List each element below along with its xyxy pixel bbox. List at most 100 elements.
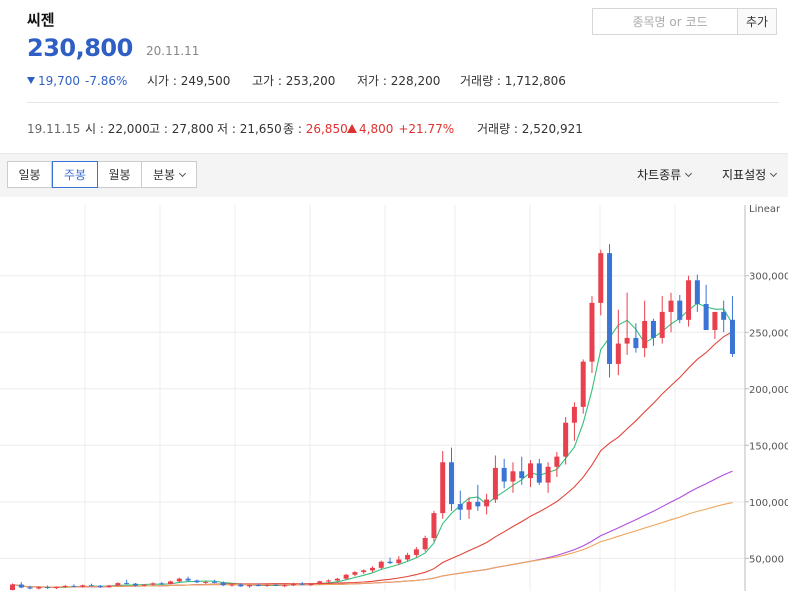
candle[interactable] [668,292,674,333]
candle[interactable] [352,571,358,577]
candle[interactable] [343,573,349,580]
candle[interactable] [405,552,411,562]
candle[interactable] [703,284,709,331]
candle[interactable] [150,582,156,586]
tab-minute[interactable]: 분봉 [142,161,197,188]
candle[interactable] [141,584,147,587]
candle[interactable] [580,359,586,414]
candle[interactable] [220,581,226,587]
candle[interactable] [686,275,692,327]
candle[interactable] [466,497,472,519]
candle-body [62,585,68,587]
candle[interactable] [124,579,130,585]
candle[interactable] [62,584,68,588]
candle[interactable] [659,296,665,344]
candle[interactable] [607,244,613,378]
candle[interactable] [492,455,498,503]
candle[interactable] [422,535,428,552]
candle[interactable] [475,484,481,511]
candle[interactable] [642,300,648,358]
candle[interactable] [387,557,393,565]
candle[interactable] [484,493,490,515]
candle[interactable] [457,490,463,520]
candle-body [194,580,200,583]
candle[interactable] [563,417,569,465]
indicator-menu[interactable]: 지표설정 [722,166,778,183]
candle[interactable] [132,582,138,587]
candle[interactable] [589,296,595,373]
candle[interactable] [53,586,59,590]
candle[interactable] [238,583,244,587]
candle[interactable] [449,447,454,511]
tab-weekly[interactable]: 주봉 [52,161,98,188]
candle[interactable] [510,462,516,493]
candle[interactable] [615,309,621,376]
candle[interactable] [326,579,332,583]
stock-search-input[interactable] [593,9,737,34]
candle[interactable] [194,579,200,584]
candle[interactable] [396,556,402,565]
candle[interactable] [229,583,235,587]
candle[interactable] [185,576,191,582]
candle[interactable] [255,583,261,587]
candle[interactable] [264,584,270,587]
candle[interactable] [27,585,33,590]
candle[interactable] [624,292,630,355]
candle-body [729,319,735,354]
candle[interactable] [712,311,718,340]
candle[interactable] [71,584,77,588]
candle[interactable] [89,583,95,587]
candle-body [71,585,77,587]
candle[interactable] [45,585,51,589]
candle[interactable] [106,584,112,588]
candle[interactable] [203,580,209,584]
candle[interactable] [378,560,384,570]
candle[interactable] [633,323,639,353]
candle[interactable] [545,462,551,493]
candle[interactable] [299,582,305,586]
candle[interactable] [536,458,542,485]
candle[interactable] [554,452,560,477]
candle[interactable] [36,586,42,590]
candle[interactable] [308,582,314,586]
candle[interactable] [290,582,296,587]
candle[interactable] [528,460,534,488]
add-stock-button[interactable]: 추가 [737,8,777,35]
price-summary-row: 19,700 -7.86% 시가 : 249,500 고가 : 253,200 … [27,72,566,89]
chart-type-menu[interactable]: 차트종류 [637,166,693,183]
candle[interactable] [10,583,15,591]
candle[interactable] [369,566,375,573]
candle[interactable] [440,450,446,519]
candle[interactable] [413,547,419,558]
candle[interactable] [334,577,340,582]
candle[interactable] [519,456,525,485]
candle[interactable] [650,318,656,346]
candle[interactable] [694,274,700,312]
candle[interactable] [168,580,174,585]
candle[interactable] [501,458,507,489]
candle[interactable] [159,582,165,585]
price-chart[interactable]: Linear 300,000 250,000 200,000 150,000 100,0… [0,197,788,591]
candle[interactable] [176,577,182,583]
candle[interactable] [282,584,288,588]
candlestick-chart-svg[interactable]: Linear 300,000 250,000 200,000 150,000 100,0… [0,197,788,591]
tab-monthly[interactable]: 월봉 [98,161,142,188]
candle[interactable] [97,585,103,588]
candle[interactable] [571,402,577,441]
chevron-down-icon [770,169,778,177]
candle[interactable] [247,584,253,588]
candle[interactable] [18,582,24,589]
candle[interactable] [729,296,735,357]
candle[interactable] [80,584,86,588]
candle[interactable] [598,249,604,316]
candle-body [650,320,656,338]
candle[interactable] [431,510,437,542]
candle[interactable] [677,294,683,324]
candle[interactable] [211,579,217,584]
tab-daily[interactable]: 일봉 [7,161,52,188]
candle[interactable] [361,569,367,574]
candle[interactable] [721,300,727,333]
candle[interactable] [273,583,279,586]
candle[interactable] [115,582,121,587]
candle[interactable] [317,580,323,585]
